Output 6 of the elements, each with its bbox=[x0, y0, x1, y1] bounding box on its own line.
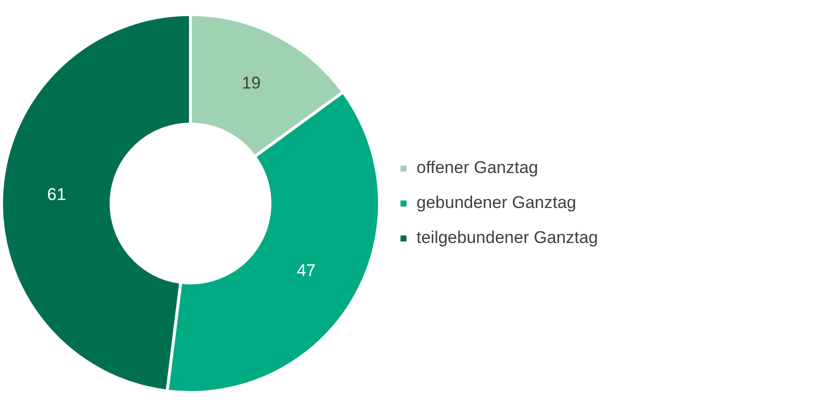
legend-label: gebundener Ganztag bbox=[416, 193, 576, 212]
data-label: 61 bbox=[47, 184, 66, 204]
data-label: 47 bbox=[296, 261, 316, 280]
data-label: 19 bbox=[242, 74, 261, 93]
legend-label: offener Ganztag bbox=[416, 158, 538, 178]
legend-label: teilgebundener Ganztag bbox=[416, 228, 598, 248]
